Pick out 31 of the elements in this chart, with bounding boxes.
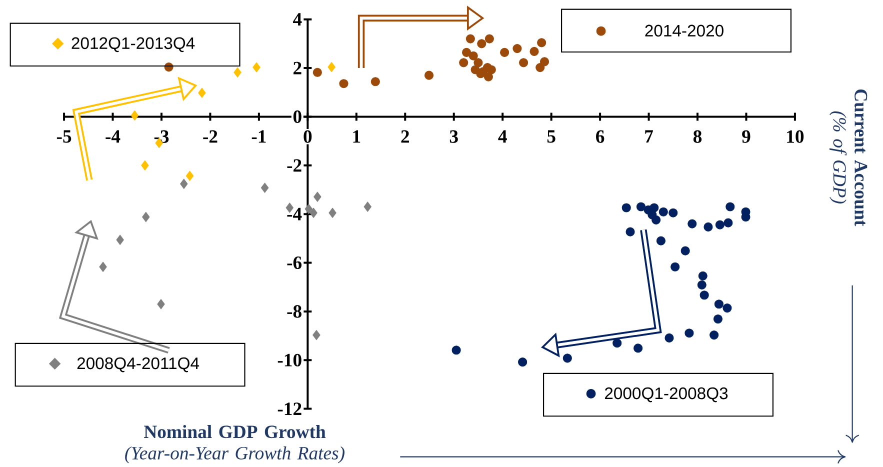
x-tick-label: 1 [353, 130, 360, 143]
x-tick-label: 6 [596, 130, 604, 143]
y-tick-label: -4 [287, 208, 302, 220]
y-tick-label: -10 [278, 354, 302, 367]
y-tick-label: 2 [294, 62, 302, 74]
legend-label: 2000Q1-2008Q3 [604, 387, 728, 402]
x-tick-label: 7 [645, 130, 653, 143]
y-tick-label: -2 [287, 159, 302, 172]
y-tick-label: -8 [287, 305, 302, 318]
y-tick-label: 0 [293, 110, 302, 124]
x-axis-title: Nominal GDP Growth (Year-on-Year Growth Rates) [125, 425, 344, 464]
x-tick-label: 3 [450, 130, 458, 143]
y-tick-label: -12 [278, 402, 302, 416]
x-tick-label: -5 [56, 130, 72, 143]
y-tick-label: -6 [287, 256, 302, 270]
x-tick-label: -3 [154, 130, 169, 143]
x-tick-label: -2 [203, 130, 218, 143]
y-axis-title: Current Account (% of GDP) [829, 90, 868, 226]
legend-label: 2014-2020 [645, 24, 724, 37]
x-tick-label: 5 [547, 130, 556, 143]
legend-label: 2008Q4-2011Q4 [77, 357, 200, 372]
y-tick-label: 4 [292, 13, 302, 26]
x-tick-label: 10 [787, 130, 804, 143]
x-tick-label: 2 [401, 130, 409, 143]
x-tick-label: 8 [693, 130, 702, 143]
legend-label: 2012Q1-2013Q4 [72, 37, 195, 52]
x-tick-label: -1 [252, 130, 266, 143]
x-tick-label: 0 [304, 130, 312, 143]
x-tick-label: 4 [498, 130, 507, 143]
x-tick-label: -4 [106, 130, 120, 143]
x-tick-label: 9 [742, 130, 750, 143]
